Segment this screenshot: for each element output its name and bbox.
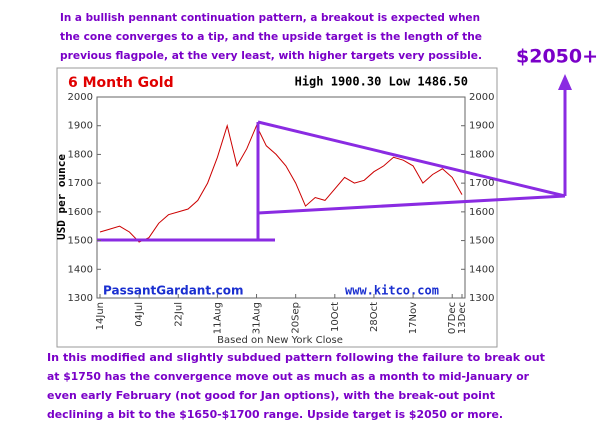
chart-title: 6 Month Gold [68,75,174,91]
annotation: even early February (not good for Jan op… [47,389,495,402]
trend-line [257,194,566,215]
y-tick-label: 1700 [68,178,93,189]
x-tick-label: 17Nov [408,302,419,334]
target-label: $2050+ [516,46,598,68]
y-tick-label: 1500 [68,236,93,247]
x-tick-label: 22Jul [173,302,184,327]
annotation: the cone converges to a tip, and the ups… [60,30,482,43]
arrow-head [558,74,572,90]
y-tick-label: 2000 [68,92,93,103]
y-tick-label: 1900 [68,121,93,132]
annotation: In this modified and slightly subdued pa… [47,351,545,364]
x-tick-label: 14Jun [95,302,106,330]
pattern-lines [97,88,567,242]
annotation: In a bullish pennant continuation patter… [60,11,480,24]
plot-area [96,96,466,299]
x-tick-label: 28Oct [369,302,380,332]
x-tick-label: 10Oct [330,302,341,332]
y2-tick-label: 1500 [469,236,494,247]
annotation: at $1750 has the convergence move out as… [47,370,530,383]
source-label: www.kitco.com [345,284,439,298]
x-tick-label: 07Dec [447,302,458,334]
price-line [99,123,463,243]
y2-tick-label: 1400 [469,264,494,275]
y-axis-label: USD per ounce [55,154,68,240]
y2-tick-label: 1700 [469,178,494,189]
subtitle: High 1900.30 Low 1486.50 [295,75,468,89]
annotation: declining a bit to the $1650-$1700 range… [47,408,503,421]
annotation: previous flagpole, at the very least, wi… [60,49,482,62]
y-tick-label: 1800 [68,149,93,160]
trend-line [257,120,566,198]
y2-tick-label: 1900 [469,121,494,132]
y2-tick-label: 2000 [469,92,494,103]
x-tick-label: 11Aug [212,302,223,334]
y-tick-label: 1300 [68,293,93,304]
x-tick-label: 13Dec [457,302,468,334]
x-tick-label: 31Aug [252,302,263,334]
x-tick-label: 04Jul [134,302,145,327]
y-tick-label: 1600 [68,207,93,218]
y2-tick-label: 1300 [469,293,494,304]
y2-tick-label: 1800 [469,149,494,160]
x-tick-label: 20Sep [291,302,302,334]
x-axis-label: Based on New York Close [217,335,343,346]
source-label: PassantGardant.com [103,284,243,298]
y-tick-label: 1400 [68,264,93,275]
y2-tick-label: 1600 [469,207,494,218]
